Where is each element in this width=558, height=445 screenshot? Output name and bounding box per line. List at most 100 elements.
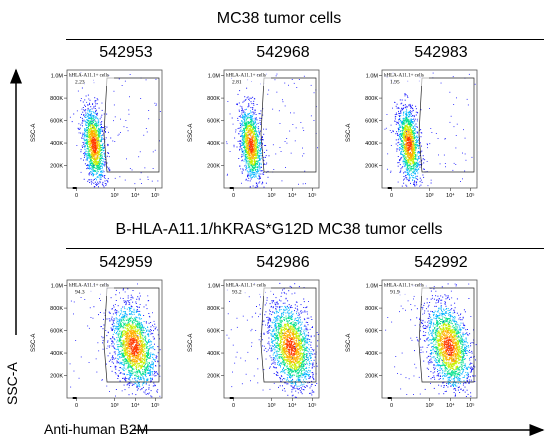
- event-dot: [302, 147, 303, 149]
- event-dot: [444, 163, 446, 164]
- event-dot: [86, 138, 88, 140]
- event-dot: [89, 160, 91, 162]
- event-dot: [252, 157, 254, 159]
- event-dot: [239, 143, 241, 144]
- event-dot: [252, 108, 254, 110]
- event-dot: [405, 111, 407, 113]
- event-dot: [413, 135, 415, 137]
- event-dot: [452, 76, 454, 78]
- event-dot: [256, 148, 257, 150]
- event-dot: [310, 115, 312, 117]
- event-dot: [405, 114, 407, 115]
- event-dot: [253, 137, 255, 139]
- event-dot: [404, 120, 406, 121]
- event-dot: [92, 140, 94, 142]
- event-dot: [88, 126, 89, 127]
- event-dot: [155, 103, 157, 105]
- event-dot: [411, 111, 413, 113]
- event-dot: [81, 87, 83, 89]
- event-dot: [101, 170, 102, 172]
- event-dot: [87, 120, 89, 122]
- event-dot: [128, 300, 130, 301]
- event-dot: [84, 99, 86, 101]
- event-dot: [127, 345, 129, 347]
- event-dot: [251, 156, 253, 158]
- event-dot: [400, 153, 402, 155]
- event-dot: [251, 156, 252, 158]
- event-dot: [91, 139, 93, 141]
- event-dot: [97, 161, 99, 162]
- event-dot: [404, 149, 406, 151]
- event-dot: [96, 162, 98, 164]
- event-dot: [148, 384, 150, 386]
- event-dot: [242, 110, 244, 111]
- event-dot: [421, 163, 423, 165]
- event-dot: [242, 151, 244, 153]
- event-dot: [99, 130, 101, 131]
- event-dot: [410, 170, 412, 172]
- event-dot: [256, 166, 258, 168]
- event-dot: [96, 148, 98, 150]
- event-dot: [85, 114, 87, 116]
- event-dot: [82, 120, 84, 122]
- event-dot: [139, 331, 141, 333]
- event-dot: [114, 348, 116, 350]
- event-dot: [410, 139, 412, 141]
- event-dot: [249, 186, 251, 188]
- event-dot: [121, 355, 123, 356]
- event-dot: [408, 104, 410, 106]
- event-dot: [245, 149, 247, 151]
- event-dot: [412, 122, 414, 124]
- event-dot: [132, 327, 134, 329]
- event-dot: [248, 129, 250, 131]
- event-dot: [245, 125, 247, 127]
- event-dot: [242, 121, 244, 123]
- event-dot: [124, 376, 126, 378]
- event-dot: [456, 123, 458, 125]
- event-dot: [83, 159, 84, 161]
- event-dot: [91, 154, 92, 156]
- event-dot: [245, 124, 247, 126]
- event-dot: [96, 145, 98, 146]
- event-dot: [248, 147, 250, 149]
- event-dot: [92, 163, 94, 165]
- event-dot: [251, 153, 252, 155]
- event-dot: [73, 113, 75, 115]
- event-dot: [114, 328, 116, 330]
- event-dot: [252, 133, 254, 135]
- event-dot: [237, 128, 239, 129]
- event-dot: [89, 182, 91, 183]
- event-dot: [133, 341, 134, 343]
- event-dot: [401, 139, 403, 141]
- event-dot: [97, 155, 99, 157]
- event-dot: [152, 333, 154, 335]
- event-dot: [412, 122, 414, 124]
- event-dot: [303, 75, 305, 77]
- event-dot: [252, 173, 254, 175]
- event-dot: [97, 134, 99, 136]
- event-dot: [244, 131, 246, 133]
- event-dot: [95, 151, 97, 153]
- event-dot: [245, 162, 247, 164]
- event-dot: [114, 116, 116, 118]
- event-dot: [240, 123, 242, 125]
- event-dot: [98, 153, 100, 155]
- event-dot: [96, 140, 98, 142]
- event-dot: [247, 174, 249, 176]
- event-dot: [255, 129, 256, 131]
- event-dot: [254, 119, 256, 121]
- event-dot: [255, 153, 256, 155]
- x-tick-label: 10⁵: [308, 192, 316, 199]
- event-dot: [253, 167, 255, 169]
- event-dot: [92, 136, 94, 138]
- event-dot: [93, 182, 95, 184]
- event-dot: [136, 331, 138, 333]
- event-dot: [421, 145, 422, 147]
- event-dot: [413, 171, 415, 173]
- event-dot: [409, 168, 411, 170]
- event-dot: [144, 167, 146, 169]
- event-dot: [403, 136, 405, 138]
- event-dot: [128, 313, 130, 315]
- event-dot: [248, 137, 250, 139]
- event-dot: [402, 136, 404, 138]
